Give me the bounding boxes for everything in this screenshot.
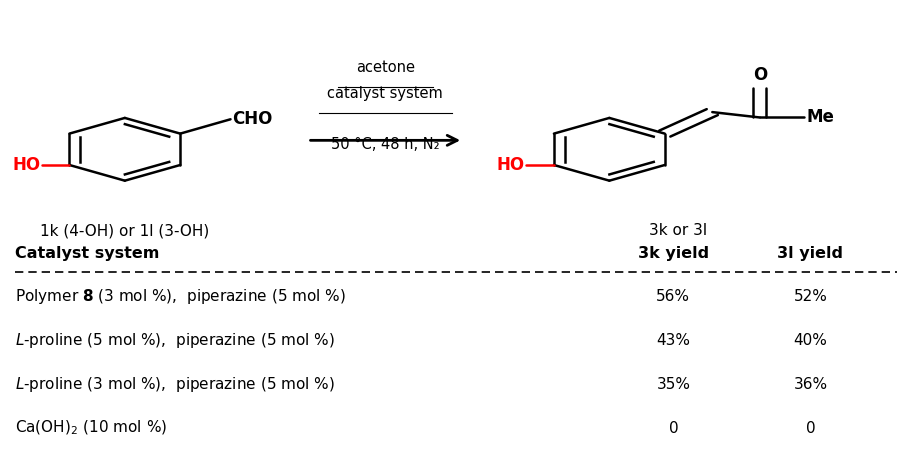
- Text: catalyst system: catalyst system: [327, 86, 443, 101]
- Text: $L$-proline (5 mol %),  piperazine (5 mol %): $L$-proline (5 mol %), piperazine (5 mol…: [15, 331, 335, 350]
- Text: Catalyst system: Catalyst system: [15, 246, 160, 261]
- Text: Polymer $\mathbf{8}$ (3 mol %),  piperazine (5 mol %): Polymer $\mathbf{8}$ (3 mol %), piperazi…: [15, 287, 346, 306]
- Text: 40%: 40%: [793, 333, 827, 348]
- Text: 3l yield: 3l yield: [778, 246, 844, 261]
- Text: acetone: acetone: [356, 60, 414, 75]
- Text: 0: 0: [668, 421, 679, 436]
- Text: Ca(OH)$_2$ (10 mol %): Ca(OH)$_2$ (10 mol %): [15, 419, 167, 437]
- Text: $L$-proline (3 mol %),  piperazine (5 mol %): $L$-proline (3 mol %), piperazine (5 mol…: [15, 375, 335, 394]
- Text: 3k or 3l: 3k or 3l: [649, 223, 707, 238]
- Text: 56%: 56%: [657, 289, 691, 304]
- Text: HO: HO: [12, 156, 40, 174]
- Text: 36%: 36%: [793, 377, 827, 391]
- Text: Me: Me: [806, 109, 834, 126]
- Text: 0: 0: [806, 421, 815, 436]
- Text: 52%: 52%: [793, 289, 827, 304]
- Text: 50 °C, 48 h, N₂: 50 °C, 48 h, N₂: [331, 137, 439, 152]
- Text: 43%: 43%: [657, 333, 691, 348]
- Text: 1k (4-OH) or 1l (3-OH): 1k (4-OH) or 1l (3-OH): [40, 223, 209, 238]
- Text: O: O: [753, 66, 767, 84]
- Text: 35%: 35%: [657, 377, 691, 391]
- Text: HO: HO: [496, 156, 525, 174]
- Text: CHO: CHO: [232, 110, 272, 128]
- Text: 3k yield: 3k yield: [638, 246, 709, 261]
